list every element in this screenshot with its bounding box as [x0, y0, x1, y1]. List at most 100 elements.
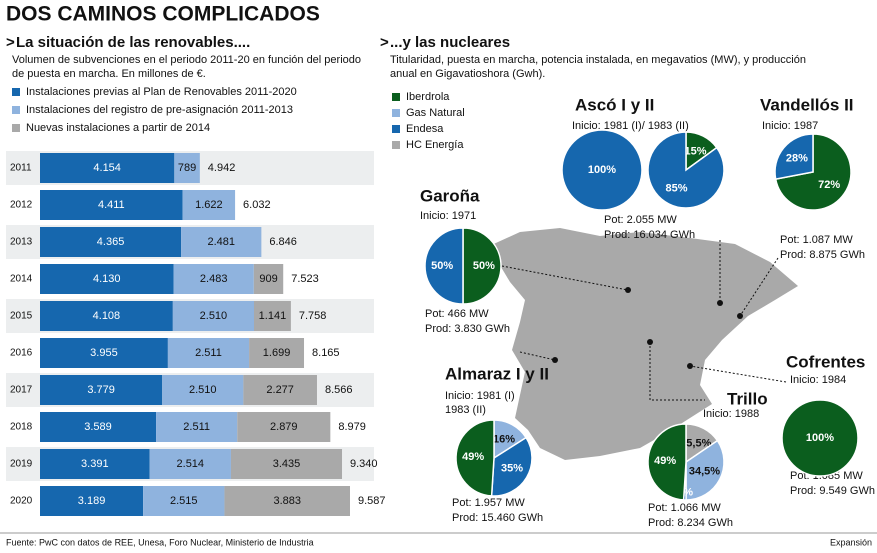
pie-slice: [685, 439, 725, 501]
location-dot: [625, 287, 631, 293]
total-label: 4.942: [208, 162, 236, 174]
leader-line: [739, 257, 779, 317]
credit: Expansión: [830, 537, 872, 547]
slice-label: 85%: [665, 183, 687, 195]
slice-label: 100%: [588, 164, 616, 176]
bar: [40, 301, 173, 331]
bar: [40, 412, 157, 442]
value-label: 2.510: [189, 384, 217, 396]
bar: [182, 190, 236, 220]
left-subtitle: de puesta en marcha. En millones de €.: [12, 68, 206, 80]
bar: [181, 227, 262, 257]
left-subtitle: Volumen de subvenciones en el periodo 20…: [12, 54, 361, 66]
bar: [40, 190, 183, 220]
slice-label: 100%: [806, 432, 834, 444]
slice-label: 16%: [493, 434, 515, 446]
value-label: 1.141: [259, 310, 287, 322]
total-label: 8.566: [325, 384, 353, 396]
pie-slice: [781, 399, 859, 477]
bar: [253, 264, 284, 294]
y-tick-label: 2017: [10, 385, 33, 396]
pie-slice: [490, 436, 533, 497]
value-label: 2.277: [266, 384, 294, 396]
plant-start: Inicio: 1987: [762, 120, 818, 132]
value-label: 3.391: [81, 458, 109, 470]
plant-name: Garoña: [420, 186, 480, 205]
y-tick-label: 2019: [10, 459, 33, 470]
bar: [224, 486, 350, 516]
legend-label: HC Energía: [406, 139, 464, 151]
slice-label: 35%: [501, 463, 523, 475]
legend-swatch: [392, 93, 400, 101]
plant-production: Prod: 16.034 GWh: [604, 229, 695, 241]
slice-label: 34,5%: [689, 466, 720, 478]
leader-line: [689, 365, 787, 383]
value-label: 1.622: [195, 199, 223, 211]
legend-label: Instalaciones previas al Plan de Renovab…: [26, 86, 297, 98]
leader-line: [649, 342, 705, 401]
right-subtitle: Titularidad, puesta en marcha, potencia …: [390, 54, 806, 66]
pie-slice: [424, 227, 464, 305]
total-label: 8.979: [338, 421, 366, 433]
bar: [149, 449, 231, 479]
left-title: La situación de las renovables....: [16, 34, 250, 51]
value-label: 3.435: [273, 458, 301, 470]
bar: [40, 375, 163, 405]
value-label: 2.481: [207, 236, 235, 248]
total-label: 7.758: [299, 310, 327, 322]
bar: [40, 486, 144, 516]
y-tick-label: 2014: [10, 274, 33, 285]
slice-label: 49%: [462, 451, 484, 463]
plant-production: Prod: 8.234 GWh: [648, 517, 733, 529]
value-label: 2.511: [183, 421, 210, 433]
value-label: 3.779: [87, 384, 115, 396]
total-label: 8.165: [312, 347, 340, 359]
value-label: 4.108: [93, 310, 121, 322]
value-label: 3.589: [84, 421, 112, 433]
value-label: 909: [259, 273, 277, 285]
value-label: 3.883: [273, 495, 301, 507]
plant-name: Vandellós II: [760, 95, 854, 114]
right-subtitle: anual en Gigavatioshora (Gwh).: [390, 68, 545, 80]
pie-slice: [561, 129, 643, 211]
plant-production: Prod: 8.875 GWh: [780, 249, 865, 261]
y-tick-label: 2015: [10, 311, 33, 322]
plant-production: Prod: 15.460 GWh: [452, 512, 543, 524]
value-label: 2.510: [200, 310, 228, 322]
plant-power: Pot: 1.066 MW: [648, 502, 721, 514]
arrow: >: [6, 34, 15, 51]
pie-slice: [455, 419, 495, 497]
y-tick-label: 2013: [10, 237, 33, 248]
bar: [237, 412, 331, 442]
total-label: 6.032: [243, 199, 271, 211]
location-dot: [737, 313, 743, 319]
plant-production: Prod: 9.549 GWh: [790, 485, 875, 497]
plant-start: 1983 (II): [445, 404, 486, 416]
value-label: 2.514: [177, 458, 205, 470]
plant-start: Inicio: 1984: [790, 374, 846, 386]
bar: [40, 338, 168, 368]
legend-label: Endesa: [406, 123, 444, 135]
bar: [249, 338, 305, 368]
legend-swatch: [12, 106, 20, 114]
bar: [167, 338, 250, 368]
arrow: >: [380, 34, 389, 51]
pie-slice: [647, 423, 687, 501]
slice-label: 50%: [473, 260, 495, 272]
bar: [243, 375, 317, 405]
bar: [40, 227, 182, 257]
leader-line: [501, 265, 629, 291]
bar: [40, 449, 150, 479]
plant-start: Inicio: 1971: [420, 210, 476, 222]
value-label: 2.515: [170, 495, 198, 507]
value-label: 4.411: [98, 199, 125, 211]
legend-swatch: [12, 88, 20, 96]
plant-name: Almaraz I y II: [445, 364, 549, 383]
y-tick-label: 2011: [10, 163, 32, 174]
plant-start: Inicio: 1981 (I): [445, 390, 515, 402]
total-label: 9.340: [350, 458, 378, 470]
y-tick-label: 2016: [10, 348, 33, 359]
bar: [174, 153, 200, 183]
plant-production: Prod: 3.830 GWh: [425, 323, 510, 335]
slice-label: 28%: [786, 153, 808, 165]
